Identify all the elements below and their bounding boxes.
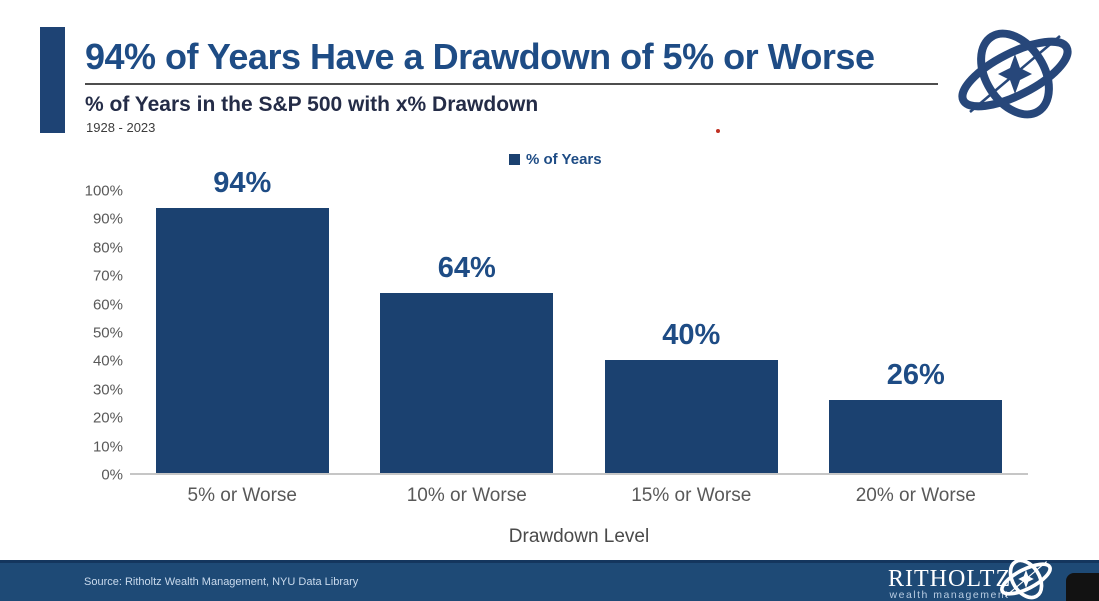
x-category-label: 15% or Worse [631, 485, 752, 506]
legend: % of Years [509, 151, 602, 168]
date-range: 1928 - 2023 [86, 120, 156, 135]
x-category-label: 20% or Worse [855, 485, 976, 506]
bar [380, 292, 554, 473]
y-tick-label: 40% [92, 352, 123, 370]
title-underline [85, 83, 938, 85]
bar [155, 207, 329, 473]
y-tick-label: 10% [92, 438, 123, 456]
legend-label: % of Years [526, 151, 602, 168]
x-category-label: 10% or Worse [406, 485, 527, 506]
y-tick-label: 30% [92, 381, 123, 399]
brand-name: RITHOLTZ [888, 566, 1012, 592]
legend-square-icon [509, 154, 520, 165]
compass-star [1018, 569, 1034, 589]
cursor-dot [716, 129, 720, 133]
y-tick-label: 80% [92, 239, 123, 257]
y-tick-label: 100% [84, 182, 123, 200]
bar [829, 399, 1003, 473]
gyroscope-logo-icon [1000, 558, 1052, 600]
title-accent-bar [40, 27, 65, 133]
y-tick-label: 60% [92, 296, 123, 314]
y-axis: 0% 10% 20% 30% 40% 50% 60% 70% 80% 90% 100% [50, 183, 123, 484]
bar-slot: 40% 15% or Worse [579, 191, 804, 506]
y-tick-label: 70% [92, 267, 123, 285]
footer-top-line [0, 560, 1099, 563]
corner-overlay [1066, 573, 1099, 601]
bar-value-label: 26% [886, 358, 945, 391]
y-tick-label: 50% [92, 324, 123, 342]
bar-value-label: 40% [662, 319, 721, 352]
bar [604, 360, 778, 473]
plot-area: 94% 5% or Worse 64% 10% or Worse 40% 15% or W… [130, 167, 1029, 506]
brand-subtitle: wealth management [889, 589, 1010, 601]
y-tick-label: 90% [92, 210, 123, 228]
y-tick-label: 0% [101, 466, 123, 484]
chart-subtitle: % of Years in the S&P 500 with x% Drawdo… [85, 93, 539, 116]
x-axis-title: Drawdown Level [508, 526, 650, 547]
source-text: Source: Ritholtz Wealth Management, NYU … [84, 576, 359, 588]
gyroscope-logo-icon [958, 29, 1072, 119]
compass-star [998, 54, 1032, 94]
bar-slot: 26% 20% or Worse [804, 191, 1029, 506]
footer-brand: RITHOLTZ wealth management [888, 566, 1012, 601]
page-title: 94% of Years Have a Drawdown of 5% or Wo… [85, 36, 875, 77]
bar-slot: 94% 5% or Worse [130, 167, 355, 506]
bar-value-label: 94% [213, 166, 272, 199]
footer-bar: Source: Ritholtz Wealth Management, NYU … [0, 563, 1099, 601]
bar-value-label: 64% [437, 251, 496, 284]
bar-slot: 64% 10% or Worse [355, 191, 580, 506]
y-tick-label: 20% [92, 409, 123, 427]
x-category-label: 5% or Worse [187, 485, 297, 506]
